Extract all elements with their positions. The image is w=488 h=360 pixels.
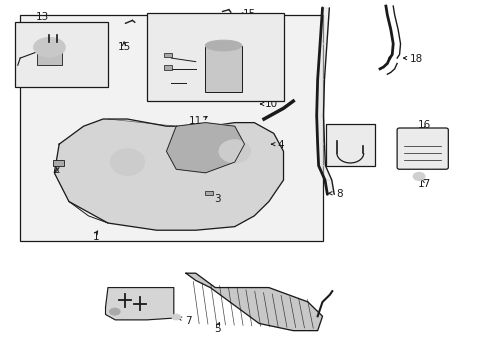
Text: 9: 9 (328, 136, 335, 146)
Polygon shape (166, 123, 244, 173)
Ellipse shape (412, 172, 424, 180)
Text: 3: 3 (214, 194, 221, 204)
Polygon shape (54, 119, 283, 230)
Bar (15, 22, 108, 87)
Polygon shape (185, 273, 322, 330)
Polygon shape (105, 288, 173, 320)
Ellipse shape (171, 314, 180, 320)
Bar (325, 125, 374, 166)
Text: 1: 1 (92, 232, 99, 242)
Ellipse shape (34, 37, 65, 57)
Text: 6: 6 (117, 305, 123, 315)
Text: 2: 2 (53, 165, 60, 175)
Bar (205, 45, 242, 92)
Polygon shape (316, 116, 324, 144)
Bar (204, 191, 213, 195)
Text: 15: 15 (242, 9, 256, 19)
Bar (163, 65, 172, 69)
Text: 13: 13 (36, 12, 49, 22)
Text: 10: 10 (264, 99, 277, 109)
Text: 8: 8 (336, 189, 342, 199)
Bar (163, 53, 172, 57)
Text: 12: 12 (157, 93, 170, 103)
Text: 5: 5 (214, 324, 221, 334)
Ellipse shape (109, 308, 120, 315)
Polygon shape (316, 80, 324, 116)
Polygon shape (320, 8, 329, 44)
Text: 18: 18 (409, 54, 423, 64)
Text: 15: 15 (117, 42, 130, 52)
Bar (20, 15, 322, 241)
Ellipse shape (205, 40, 242, 51)
Text: 7: 7 (185, 316, 191, 326)
Text: 4: 4 (277, 140, 284, 150)
Polygon shape (318, 166, 331, 180)
Bar (37, 42, 61, 65)
Bar (147, 13, 283, 101)
Text: 11: 11 (189, 116, 202, 126)
Polygon shape (317, 144, 325, 166)
Ellipse shape (219, 140, 250, 163)
Ellipse shape (110, 149, 144, 176)
Text: 17: 17 (417, 179, 430, 189)
Text: 16: 16 (417, 121, 430, 130)
Polygon shape (325, 180, 333, 194)
Bar (53, 160, 63, 166)
Text: 14: 14 (69, 66, 83, 76)
Polygon shape (317, 44, 326, 80)
FancyBboxPatch shape (396, 128, 447, 169)
